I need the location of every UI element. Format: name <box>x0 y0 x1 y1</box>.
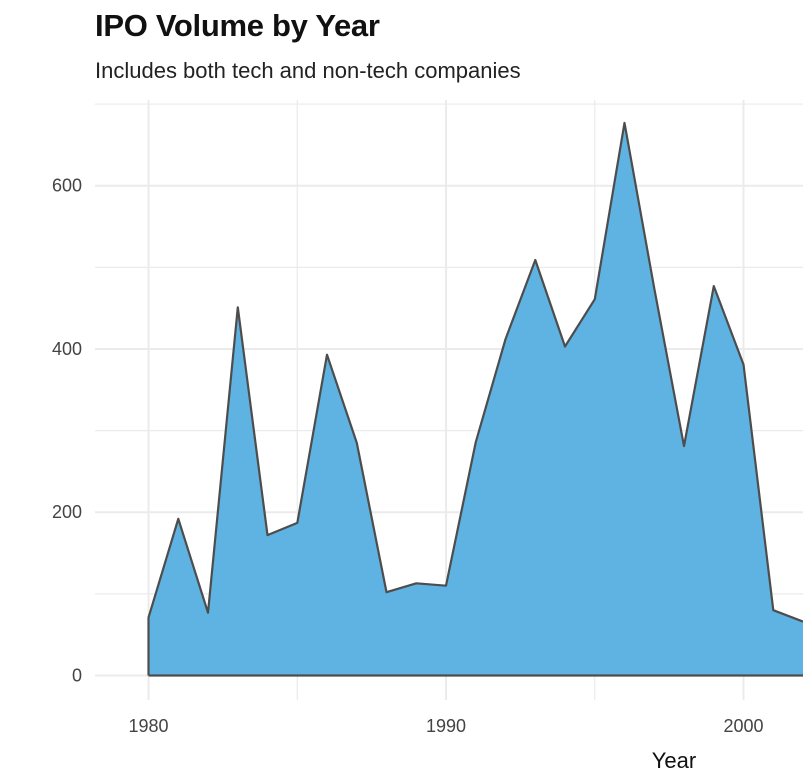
area-layer <box>147 121 803 677</box>
ipo-volume-line <box>147 121 803 676</box>
x-axis-ticks: 1980 1990 2000 <box>129 716 764 736</box>
y-tick-label: 600 <box>52 176 82 196</box>
chart-title: IPO Volume by Year <box>95 8 380 43</box>
chart-subtitle: Includes both tech and non-tech companie… <box>95 58 521 83</box>
y-tick-label: 400 <box>52 339 82 359</box>
y-tick-label: 200 <box>52 502 82 522</box>
x-axis-title: Year <box>652 748 696 773</box>
y-tick-label: 0 <box>72 666 82 686</box>
ipo-volume-area <box>148 122 803 676</box>
x-tick-label: 1980 <box>129 716 169 736</box>
x-tick-label: 1990 <box>426 716 466 736</box>
x-tick-label: 2000 <box>723 716 763 736</box>
y-axis-ticks: 0 200 400 600 <box>52 176 82 686</box>
